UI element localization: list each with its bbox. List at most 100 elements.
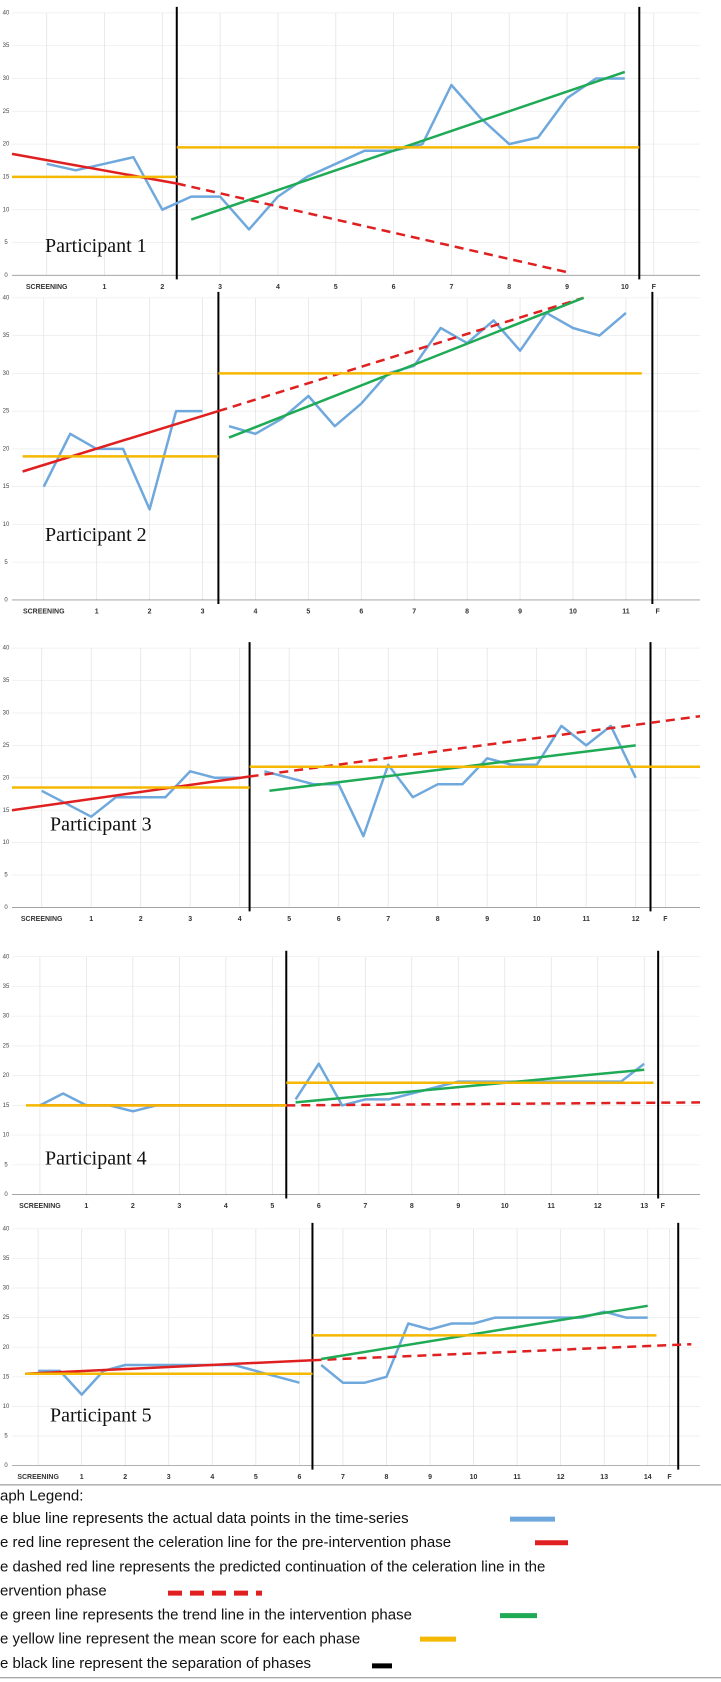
x-tick-label: 7 bbox=[449, 284, 453, 291]
y-tick-label: 5 bbox=[4, 560, 8, 566]
chart-title: Participant 2 bbox=[45, 524, 147, 546]
y-tick-label: 15 bbox=[3, 1374, 10, 1380]
y-tick-label: 40 bbox=[3, 295, 10, 301]
x-tick-label: 13 bbox=[600, 1474, 608, 1481]
legend-text: e black line represent the separation of… bbox=[0, 1655, 311, 1672]
y-tick-label: 30 bbox=[3, 1286, 10, 1292]
x-tick-label: 2 bbox=[131, 1203, 135, 1210]
series-line bbox=[295, 1068, 645, 1104]
x-tick-label: 6 bbox=[359, 609, 363, 616]
x-tick-label: 1 bbox=[89, 916, 93, 923]
y-tick-label: 30 bbox=[3, 371, 10, 377]
y-tick-label: 40 bbox=[3, 1226, 10, 1232]
y-tick-label: 40 bbox=[3, 10, 10, 16]
x-tick-label: 12 bbox=[594, 1203, 602, 1210]
x-tick-label: SCREENING bbox=[26, 284, 68, 291]
x-tick-label: 5 bbox=[270, 1203, 274, 1210]
x-tick-label: 9 bbox=[518, 609, 522, 616]
x-tick-label: 3 bbox=[188, 916, 192, 923]
x-tick-label: 9 bbox=[456, 1203, 460, 1210]
y-tick-label: 35 bbox=[3, 43, 10, 49]
x-tick-label: 4 bbox=[253, 609, 257, 616]
x-tick-label: 3 bbox=[218, 284, 222, 291]
series-line bbox=[22, 409, 219, 473]
y-tick-label: 30 bbox=[3, 1014, 10, 1020]
legend-text: e red line represent the celeration line… bbox=[0, 1534, 451, 1551]
y-tick-label: 0 bbox=[4, 1192, 8, 1198]
x-tick-label: 7 bbox=[363, 1203, 367, 1210]
x-tick-label: 4 bbox=[276, 284, 280, 291]
x-tick-label: 7 bbox=[341, 1474, 345, 1481]
x-tick-label: F bbox=[663, 916, 668, 923]
y-tick-label: 15 bbox=[3, 484, 10, 490]
x-tick-label: SCREENING bbox=[21, 916, 63, 923]
y-tick-label: 5 bbox=[4, 1162, 8, 1168]
x-tick-label: 5 bbox=[287, 916, 291, 923]
x-tick-label: 3 bbox=[201, 609, 205, 616]
y-tick-label: 10 bbox=[3, 522, 10, 528]
y-tick-label: 0 bbox=[4, 273, 8, 279]
x-tick-label: F bbox=[652, 284, 657, 291]
series-line bbox=[312, 1342, 692, 1362]
series-line bbox=[42, 409, 203, 511]
y-tick-label: 35 bbox=[3, 984, 10, 990]
legend-text: ervention phase bbox=[0, 1582, 107, 1599]
y-tick-label: 40 bbox=[3, 954, 10, 960]
x-tick-label: 6 bbox=[317, 1203, 321, 1210]
y-tick-label: 30 bbox=[3, 711, 10, 717]
y-tick-label: 15 bbox=[3, 174, 10, 180]
x-tick-label: 5 bbox=[306, 609, 310, 616]
y-tick-label: 40 bbox=[3, 646, 10, 652]
x-tick-label: 4 bbox=[238, 916, 242, 923]
y-tick-label: 25 bbox=[3, 1043, 10, 1049]
x-tick-label: 5 bbox=[334, 284, 338, 291]
y-tick-label: 10 bbox=[3, 1404, 10, 1410]
x-tick-label: 2 bbox=[160, 284, 164, 291]
legend-text: e blue line represents the actual data p… bbox=[0, 1510, 409, 1527]
y-tick-label: 20 bbox=[3, 775, 10, 781]
y-tick-label: 20 bbox=[3, 446, 10, 452]
x-tick-label: 7 bbox=[386, 916, 390, 923]
x-tick-label: 2 bbox=[148, 609, 152, 616]
series-line bbox=[176, 182, 568, 274]
series-line bbox=[218, 296, 584, 413]
x-tick-label: SCREENING bbox=[23, 609, 65, 616]
x-tick-label: 8 bbox=[385, 1474, 389, 1481]
y-tick-label: 25 bbox=[3, 109, 10, 115]
y-tick-label: 0 bbox=[4, 598, 8, 604]
x-tick-label: 7 bbox=[412, 609, 416, 616]
x-tick-label: F bbox=[656, 609, 661, 616]
x-tick-label: 9 bbox=[565, 284, 569, 291]
x-tick-label: 4 bbox=[224, 1203, 228, 1210]
series-line bbox=[320, 1304, 648, 1361]
y-tick-label: 15 bbox=[3, 1103, 10, 1109]
y-tick-label: 10 bbox=[3, 207, 10, 213]
y-tick-label: 5 bbox=[4, 1434, 8, 1440]
legend-text: e yellow line represent the mean score f… bbox=[0, 1631, 360, 1648]
chart-title: Participant 1 bbox=[45, 235, 147, 257]
chart-title: Participant 5 bbox=[50, 1405, 152, 1427]
y-tick-label: 35 bbox=[3, 1256, 10, 1262]
x-tick-label: 5 bbox=[254, 1474, 258, 1481]
x-tick-label: 11 bbox=[513, 1474, 521, 1481]
x-tick-label: 11 bbox=[548, 1203, 556, 1210]
x-tick-label: 8 bbox=[507, 284, 511, 291]
series-line bbox=[286, 1101, 701, 1107]
y-tick-label: 25 bbox=[3, 1315, 10, 1321]
x-tick-label: 6 bbox=[337, 916, 341, 923]
x-tick-label: 4 bbox=[210, 1474, 214, 1481]
x-tick-label: 8 bbox=[436, 916, 440, 923]
x-tick-label: 1 bbox=[95, 609, 99, 616]
x-tick-label: 10 bbox=[501, 1203, 509, 1210]
series-line bbox=[41, 770, 240, 818]
x-tick-label: 9 bbox=[428, 1474, 432, 1481]
series-line bbox=[228, 296, 585, 439]
x-tick-label: 11 bbox=[582, 916, 590, 923]
x-tick-label: 3 bbox=[167, 1474, 171, 1481]
x-tick-label: 10 bbox=[621, 284, 629, 291]
x-tick-label: 6 bbox=[392, 284, 396, 291]
y-tick-label: 35 bbox=[3, 678, 10, 684]
